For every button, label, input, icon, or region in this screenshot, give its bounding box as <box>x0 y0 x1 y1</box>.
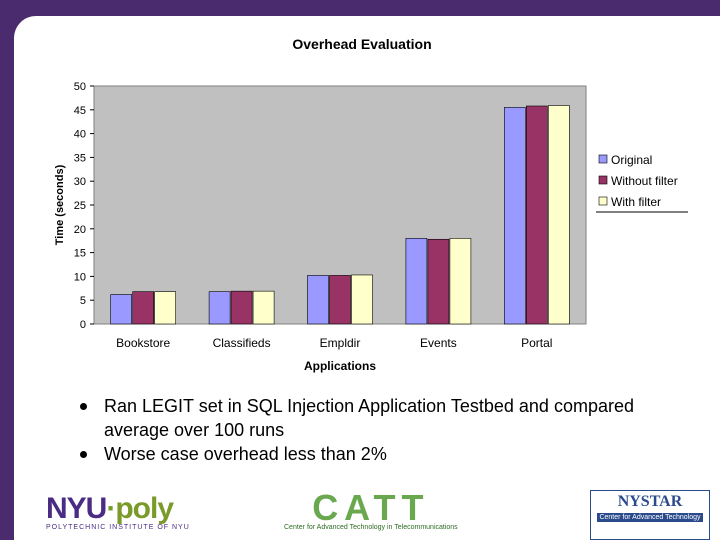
bar <box>307 275 329 325</box>
legend-swatch <box>598 196 608 206</box>
catt-logo: CATT Center for Advanced Technology in T… <box>284 487 458 532</box>
bar <box>503 107 526 325</box>
bar <box>525 105 548 325</box>
legend-swatch <box>598 154 608 164</box>
x-tick-label: Events <box>420 336 457 350</box>
y-tick-label: 40 <box>74 129 86 141</box>
bar <box>154 291 176 325</box>
bar <box>329 275 351 325</box>
y-tick-label: 10 <box>74 271 86 283</box>
legend-swatch <box>598 175 608 185</box>
legend-label: Original <box>611 153 652 167</box>
chart-title: Overhead Evaluation <box>292 36 431 52</box>
bar-chart: Overhead Evaluation 0 5 10 15 20 25 30 35 40 45 50… <box>54 36 688 373</box>
bar <box>208 291 231 325</box>
nystar-logo-text: NYSTAR <box>617 493 683 510</box>
bar <box>252 290 275 325</box>
y-tick-label: 5 <box>80 295 86 307</box>
y-tick-label: 0 <box>80 319 86 331</box>
nyu-logo-text: NYU <box>46 492 107 525</box>
x-tick-label: Portal <box>521 336 552 350</box>
bar <box>132 291 154 325</box>
y-tick-label: 45 <box>74 105 86 117</box>
poly-logo-text: ·poly <box>106 492 174 525</box>
y-tick-label: 35 <box>74 152 86 164</box>
catt-logo-text: CATT <box>312 487 430 528</box>
bar <box>547 105 570 325</box>
bullet-item: Ran LEGIT set in SQL Injection Applicati… <box>80 394 640 442</box>
x-axis-label: Applications <box>304 359 376 373</box>
bar <box>351 274 373 325</box>
bullet-list: Ran LEGIT set in SQL Injection Applicati… <box>80 394 640 466</box>
y-axis-label: Time (seconds) <box>54 164 66 245</box>
nyu-poly-logo: NYU·poly POLYTECHNIC INSTITUTE OF NYU <box>46 492 190 532</box>
y-tick-label: 30 <box>74 176 86 188</box>
nyu-logo-subtitle: POLYTECHNIC INSTITUTE OF NYU <box>46 524 190 531</box>
x-tick-label: Classifieds <box>213 336 271 350</box>
legend: Original Without filter With filter <box>596 153 688 213</box>
bar <box>405 238 428 325</box>
y-tick-label: 15 <box>74 248 86 260</box>
x-tick-label: Bookstore <box>116 336 170 350</box>
y-tick-label: 50 <box>74 81 86 93</box>
legend-label: With filter <box>611 195 661 209</box>
bars <box>110 105 570 325</box>
y-tick-label: 20 <box>74 224 86 236</box>
x-axis: Bookstore Classifieds Empldir Events Portal <box>116 336 552 350</box>
nystar-logo-subtitle: Center for Advanced Technology <box>597 513 703 522</box>
bar <box>449 238 472 325</box>
bar <box>427 238 450 325</box>
legend-label: Without filter <box>611 174 678 188</box>
catt-logo-subtitle: Center for Advanced Technology in Teleco… <box>284 524 458 531</box>
bullet-item: Worse case overhead less than 2% <box>80 442 640 466</box>
y-tick-label: 25 <box>74 200 86 212</box>
bar <box>230 290 253 325</box>
y-axis: 0 5 10 15 20 25 30 35 40 45 50 <box>74 81 94 331</box>
bar <box>110 294 132 325</box>
x-tick-label: Empldir <box>320 336 361 350</box>
nystar-logo: NYSTAR Center for Advanced Technology <box>590 490 710 540</box>
